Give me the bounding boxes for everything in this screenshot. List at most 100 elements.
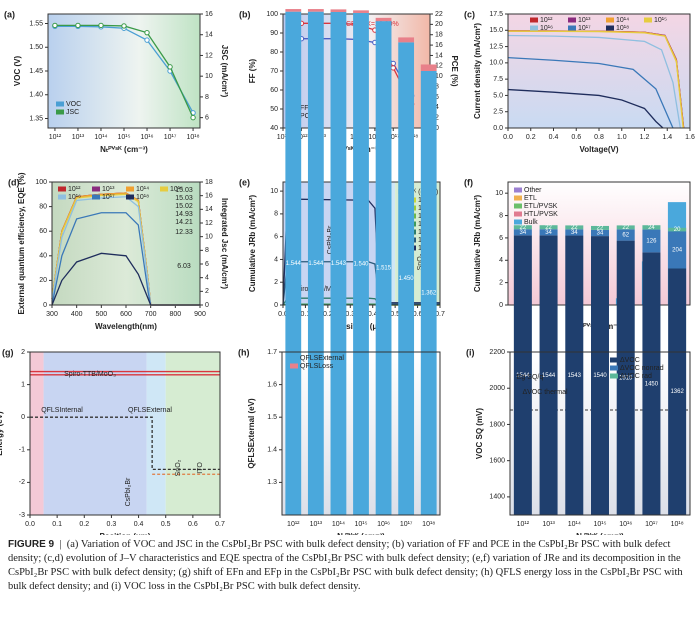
legend-swatch bbox=[92, 194, 100, 200]
annotation: SnO₂ bbox=[175, 459, 182, 476]
x-tick-label: 0.3 bbox=[345, 311, 355, 318]
bar-segment bbox=[591, 225, 609, 230]
y-tick-label: 17.5 bbox=[489, 11, 503, 18]
point bbox=[390, 65, 396, 71]
y-tick-label: 0 bbox=[499, 302, 503, 309]
y-tick-label: 1.40 bbox=[29, 92, 43, 99]
caption-head: FIGURE 9 bbox=[8, 539, 55, 550]
bar-segment bbox=[330, 9, 347, 12]
value-label: 22 bbox=[571, 225, 578, 231]
bar-segment bbox=[591, 236, 609, 516]
legend-swatch bbox=[56, 109, 64, 115]
legend-swatch bbox=[610, 365, 618, 371]
bar-segment bbox=[668, 231, 687, 269]
bar-segment bbox=[565, 225, 584, 230]
y-tick-label: 1400 bbox=[489, 494, 505, 501]
value-label: 62 bbox=[622, 233, 629, 239]
x-tick-label: 10¹⁶ bbox=[141, 134, 154, 141]
region bbox=[146, 352, 166, 515]
y-tick-label: 10.0 bbox=[489, 60, 503, 67]
x-tick-label: 10¹² bbox=[295, 134, 308, 141]
bar-segment bbox=[375, 21, 392, 516]
y-axis-label: FF (%) bbox=[248, 58, 257, 83]
y-tick-label: 1 bbox=[21, 381, 25, 388]
y2-tick-label: 0 bbox=[205, 302, 209, 309]
plot-frame bbox=[509, 351, 691, 516]
annotation: Spiro-TTB/MoO₃ bbox=[64, 371, 116, 378]
x-tick-label: 900 bbox=[194, 311, 206, 318]
panel-label: (a) bbox=[4, 9, 15, 19]
legend-label: 10¹² bbox=[540, 17, 553, 24]
y-tick-label: 1.50 bbox=[29, 44, 43, 51]
x-tick-label: 400 bbox=[71, 311, 83, 318]
legend-swatch bbox=[530, 25, 538, 31]
bar-segment bbox=[353, 12, 369, 516]
value-label: 1.544 bbox=[286, 261, 302, 267]
x-tick-label: 10¹² bbox=[517, 521, 530, 528]
y-axis-label: QFLSExternal (eV) bbox=[247, 398, 256, 469]
y2-tick-label: 10 bbox=[205, 234, 213, 241]
annotation: PCEMAX=20.20% bbox=[341, 21, 398, 28]
x-tick-label: 10¹⁷ bbox=[645, 521, 658, 528]
y-tick-label: 50 bbox=[270, 106, 278, 113]
y-tick-label: 60 bbox=[39, 228, 47, 235]
x-tick-label: 10¹⁴ bbox=[94, 134, 107, 141]
y-tick-label: 1.35 bbox=[29, 115, 43, 122]
y-tick-label: 1.3 bbox=[267, 479, 277, 486]
y-tick-label: 1600 bbox=[489, 458, 505, 465]
legend-label: 10¹⁵ bbox=[170, 186, 183, 193]
bar-segment bbox=[616, 240, 635, 515]
panel-label: (f) bbox=[464, 177, 473, 187]
y-tick-label: 10 bbox=[495, 190, 503, 197]
x-tick-label: 10¹⁶ bbox=[619, 521, 632, 528]
y-tick-label: 12.5 bbox=[489, 43, 503, 50]
y2-tick-label: 16 bbox=[205, 11, 213, 18]
x-tick-label: 10¹⁷ bbox=[400, 521, 413, 528]
x-tick-label: 0.8 bbox=[594, 134, 604, 141]
legend-label: 10¹⁷ bbox=[102, 194, 115, 201]
series-line bbox=[51, 212, 200, 306]
x-tick-label: 0.7 bbox=[215, 521, 225, 528]
legend-label: 10¹⁷ bbox=[578, 25, 591, 32]
legend-label: ETL/PVSK bbox=[524, 203, 558, 210]
series-line bbox=[30, 416, 220, 471]
x-tick-label: 10¹⁴ bbox=[332, 521, 345, 528]
bar-segment bbox=[420, 70, 437, 515]
value-label: 22 bbox=[622, 225, 629, 231]
x-axis-label: Nₜᴾⱽˢᴷ (cm⁻³) bbox=[576, 532, 624, 535]
value-label: 1544 bbox=[542, 373, 556, 379]
plot-bg bbox=[508, 14, 690, 128]
point bbox=[144, 29, 150, 36]
annotation: CsPbI₂Br bbox=[327, 225, 334, 254]
legend-swatch bbox=[126, 194, 134, 200]
y-tick-label: 20 bbox=[39, 277, 47, 284]
x-tick-label: 0.6 bbox=[188, 521, 198, 528]
legend-label: PCE bbox=[300, 113, 315, 120]
annotation: QFLSInternal bbox=[41, 407, 83, 414]
y-tick-label: 6 bbox=[499, 235, 503, 242]
x-tick-label: 10¹⁸ bbox=[422, 521, 435, 528]
x-tick-label: 300 bbox=[46, 311, 58, 318]
annotation: ITO bbox=[197, 462, 204, 474]
x-tick-label: 10¹³ bbox=[542, 521, 555, 528]
y-axis-label: VOC (V) bbox=[13, 56, 22, 87]
bar-segment bbox=[616, 225, 635, 230]
value-label: 20 bbox=[674, 227, 681, 233]
legend-label: ETL bbox=[524, 195, 537, 202]
bar-segment bbox=[398, 42, 415, 516]
y2-tick-label: 0 bbox=[435, 125, 439, 132]
legend-label: QFLSLoss bbox=[300, 363, 334, 370]
y-tick-label: 2000 bbox=[489, 385, 505, 392]
y2-tick-label: 6 bbox=[205, 114, 209, 121]
annotation: Eg SQ/q bbox=[517, 374, 544, 381]
legend-swatch bbox=[514, 203, 522, 209]
series-line bbox=[51, 252, 200, 306]
panel-label: (i) bbox=[466, 347, 475, 357]
legend-swatch bbox=[514, 219, 522, 225]
legend-swatch bbox=[92, 186, 100, 192]
plot-bg bbox=[52, 182, 200, 305]
annotation: 14.21 bbox=[175, 219, 193, 226]
x-tick-label: 10¹⁸ bbox=[671, 521, 684, 528]
annotation: 12.33 bbox=[175, 229, 193, 236]
x-tick-label: 10¹³ bbox=[72, 134, 85, 141]
